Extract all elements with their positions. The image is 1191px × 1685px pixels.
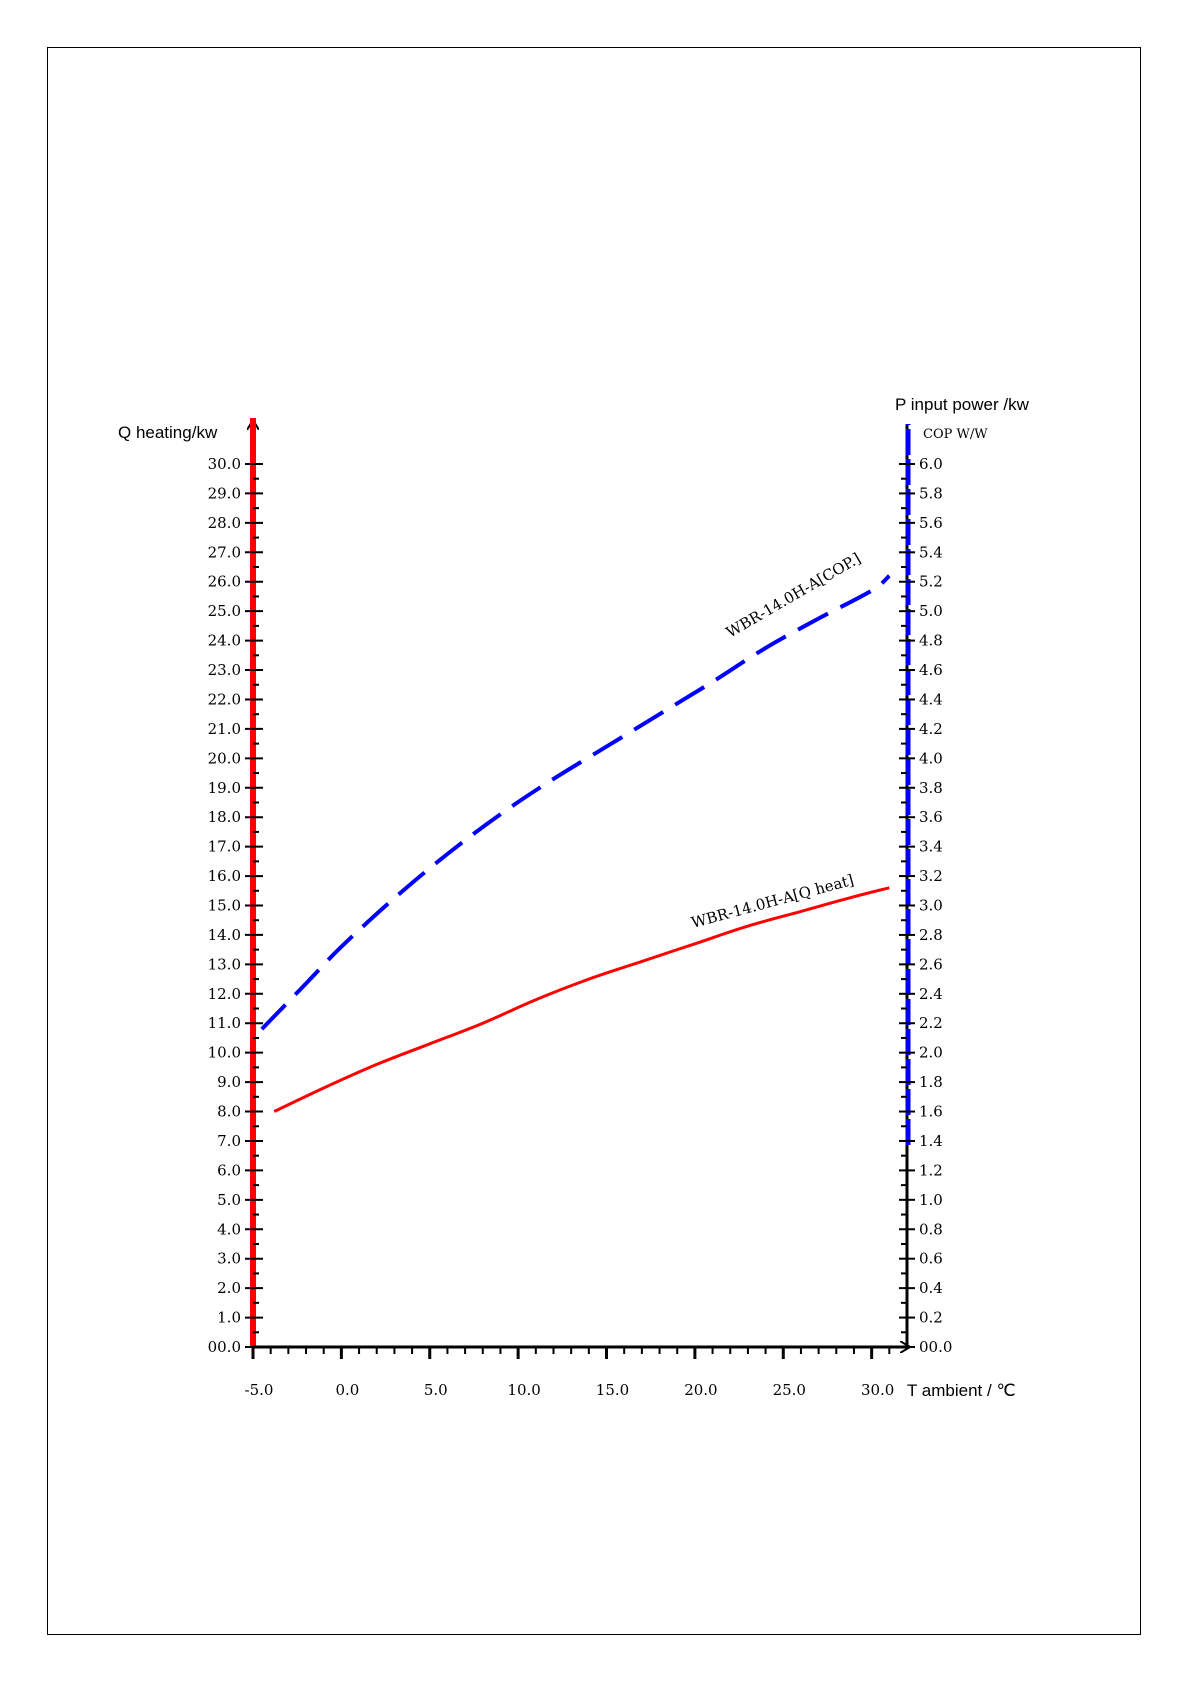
y-left-tick-label: 25.0: [208, 602, 241, 620]
y-right-tick-label: 0.6: [919, 1250, 943, 1268]
y-right-tick-label: 0.2: [919, 1309, 943, 1327]
y-right-tick-label: 1.6: [919, 1103, 943, 1121]
y-left-tick-label: 13.0: [208, 955, 241, 973]
x-tick-label: 10.0: [507, 1381, 540, 1399]
y-right-tick-label: 1.4: [919, 1132, 943, 1150]
y-right-axis-title: P input power /kw: [895, 395, 1030, 414]
y-right-tick-label: 1.0: [919, 1191, 943, 1209]
y-left-axis-title: Q heating/kw: [118, 423, 218, 442]
y-right-tick-label: 4.4: [919, 690, 943, 708]
y-left-tick-label: 1.0: [217, 1309, 241, 1327]
y-left-tick-label: 16.0: [208, 867, 241, 885]
x-tick-label: 0.0: [335, 1381, 359, 1399]
y-left-tick-label: 14.0: [208, 926, 241, 944]
y-left-tick-label: 17.0: [208, 838, 241, 856]
y-right-unit-label: COP W/W: [923, 427, 988, 442]
x-tick-label: -5.0: [245, 1381, 274, 1399]
x-tick-label: 30.0: [861, 1381, 894, 1399]
y-right-tick-label: 2.2: [919, 1014, 943, 1032]
y-left-tick-label: 30.0: [208, 455, 241, 473]
y-right-tick-label: 0.4: [919, 1279, 943, 1297]
y-right-tick-label: 2.6: [919, 955, 943, 973]
series-label-0: WBR-14.0H-A[Q heat]: [689, 871, 855, 932]
y-right-tick-label: 5.8: [919, 484, 943, 502]
y-left-tick-label: 22.0: [208, 690, 241, 708]
y-left-tick-label: 4.0: [217, 1220, 241, 1238]
y-left-tick-label: 3.0: [217, 1250, 241, 1268]
y-left-tick-label: 9.0: [217, 1073, 241, 1091]
y-right-tick-label: 2.4: [919, 985, 943, 1003]
y-left-tick-label: 20.0: [208, 749, 241, 767]
y-right-tick-label: 4.8: [919, 632, 943, 650]
y-left-tick-label: 10.0: [208, 1044, 241, 1062]
y-left-tick-label: 8.0: [217, 1103, 241, 1121]
x-tick-label: 15.0: [596, 1381, 629, 1399]
series-label-1: WBR-14.0H-A[COP.]: [723, 549, 864, 641]
y-left-tick-label: 5.0: [217, 1191, 241, 1209]
y-left-tick-label: 19.0: [208, 779, 241, 797]
series-line-1: [260, 574, 891, 1031]
y-left-tick-label: 29.0: [208, 484, 241, 502]
y-left-tick-label: 15.0: [208, 897, 241, 915]
y-right-tick-label: 3.0: [919, 897, 943, 915]
y-left-tick-label: 11.0: [208, 1014, 241, 1032]
y-left-tick-label: 6.0: [217, 1161, 241, 1179]
y-right-tick-label: 4.2: [919, 720, 943, 738]
y-left-tick-label: 21.0: [208, 720, 241, 738]
y-left-tick-label: 7.0: [217, 1132, 241, 1150]
y-right-tick-label: 3.4: [919, 838, 943, 856]
y-left-tick-label: 27.0: [208, 543, 241, 561]
y-left-tick-label: 12.0: [208, 985, 241, 1003]
x-tick-label: 20.0: [684, 1381, 717, 1399]
y-right-tick-label: 2.8: [919, 926, 943, 944]
y-right-tick-label: 4.0: [919, 749, 943, 767]
y-right-tick-label: 0.8: [919, 1220, 943, 1238]
y-left-tick-label: 24.0: [208, 632, 241, 650]
x-tick-label: 5.0: [424, 1381, 448, 1399]
x-axis-title: T ambient / ℃: [907, 1381, 1016, 1400]
y-right-tick-label: 4.6: [919, 661, 943, 679]
y-right-tick-label: 5.4: [919, 543, 943, 561]
y-right-tick-label: 5.2: [919, 573, 943, 591]
y-left-tick-label: 26.0: [208, 573, 241, 591]
y-left-tick-label: 28.0: [208, 514, 241, 532]
chart-frame: [47, 47, 1141, 1635]
y-left-tick-label: 2.0: [217, 1279, 241, 1297]
y-right-tick-label: 5.0: [919, 602, 943, 620]
y-right-tick-label: 3.8: [919, 779, 943, 797]
y-right-tick-label: 6.0: [919, 455, 943, 473]
y-right-tick-label: 2.0: [919, 1044, 943, 1062]
y-right-tick-label: 1.2: [919, 1161, 943, 1179]
y-right-tick-label: 1.8: [919, 1073, 943, 1091]
y-left-tick-label: 23.0: [208, 661, 241, 679]
y-right-tick-label: 5.6: [919, 514, 943, 532]
y-right-tick-label: 00.0: [919, 1338, 952, 1356]
y-left-tick-label: 00.0: [208, 1338, 241, 1356]
y-right-tick-label: 3.2: [919, 867, 943, 885]
y-right-tick-label: 3.6: [919, 808, 943, 826]
x-tick-label: 25.0: [773, 1381, 806, 1399]
y-left-tick-label: 18.0: [208, 808, 241, 826]
